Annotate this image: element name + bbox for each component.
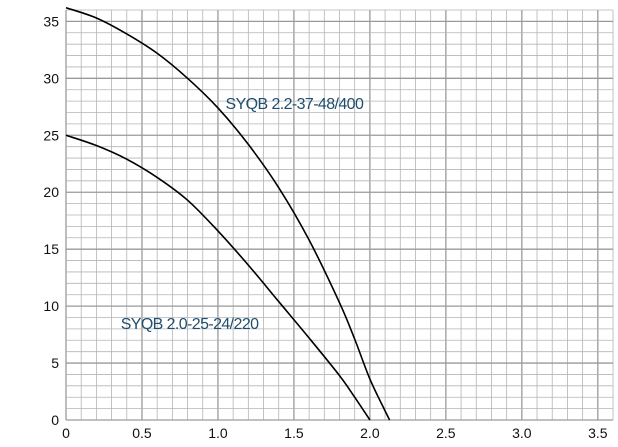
y-tick-label: 0	[51, 412, 59, 428]
series-line-1	[65, 6, 391, 421]
chart-curves	[65, 6, 391, 421]
x-tick-label: 0.5	[132, 425, 152, 441]
series-annotation-1: SYQB 2.2-37-48/400	[226, 96, 364, 113]
y-tick-label: 30	[43, 70, 59, 86]
y-tick-label: 20	[43, 184, 59, 200]
x-tick-label: 3.0	[512, 425, 532, 441]
x-tick-label: 0	[62, 425, 70, 441]
y-tick-label: 25	[43, 127, 59, 143]
y-tick-label: 35	[43, 13, 59, 29]
x-tick-label: 1.5	[284, 425, 304, 441]
x-tick-label: 2.0	[360, 425, 380, 441]
x-tick-label: 3.5	[588, 425, 608, 441]
x-tick-label: 1.0	[208, 425, 228, 441]
series-line-2	[65, 134, 371, 421]
chart-ticks: 0 5 10 15 20 25 30 35 0 0.5 1.0 1.5 2.0 2.5 3.0 3.5	[43, 13, 607, 441]
y-tick-label: 15	[43, 241, 59, 257]
chart-grid	[65, 9, 614, 421]
chart-annotations: SYQB 2.2-37-48/400 SYQB 2.0-25-24/220	[121, 96, 365, 333]
y-tick-label: 5	[51, 355, 59, 371]
y-tick-label: 10	[43, 298, 59, 314]
series-annotation-2: SYQB 2.0-25-24/220	[121, 316, 259, 333]
x-tick-label: 2.5	[436, 425, 456, 441]
